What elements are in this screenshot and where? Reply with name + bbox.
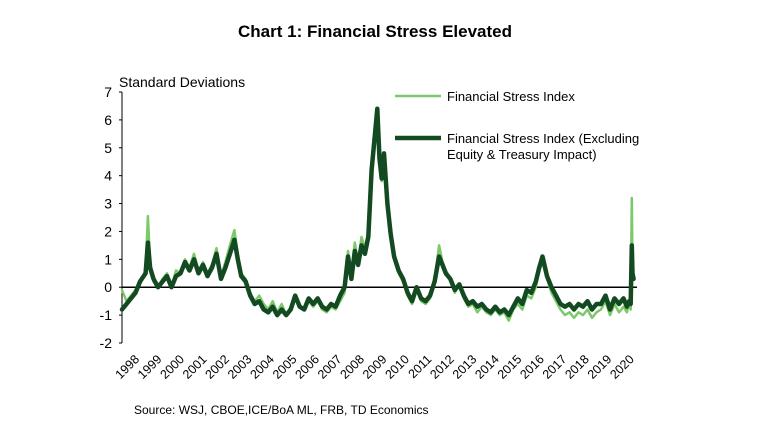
x-tick-label: 2011 [406, 352, 435, 381]
x-tick-label: 2016 [517, 352, 547, 382]
legend-label: Financial Stress Index (Excluding [447, 131, 639, 146]
x-tick-label: 2012 [427, 352, 457, 382]
y-tick-label: 4 [104, 168, 112, 184]
chart-legend: Financial Stress Index Financial Stress I… [395, 89, 639, 162]
x-tick-label: 1999 [135, 352, 165, 382]
x-tick-label: 2009 [360, 352, 390, 382]
x-tick-label: 2007 [315, 352, 345, 382]
chart-title: Chart 1: Financial Stress Elevated [238, 22, 512, 41]
x-tick-label: 2013 [450, 352, 480, 382]
x-tick-label: 2006 [292, 352, 322, 382]
y-tick-label: 6 [104, 112, 112, 128]
x-tick-label: 2018 [562, 352, 592, 382]
y-tick-label: 0 [104, 279, 112, 295]
chart-series-group [119, 106, 636, 322]
x-tick-label: 2005 [270, 352, 300, 382]
y-tick-label: 7 [104, 84, 112, 100]
x-tick-label: 2020 [607, 352, 637, 382]
x-tick-label: 2019 [585, 352, 615, 382]
legend-label: Equity & Treasury Impact) [447, 147, 597, 162]
x-tick-label: 2003 [225, 352, 255, 382]
y-tick-label: 2 [104, 223, 112, 239]
x-tick-label: 2014 [472, 352, 502, 382]
y-tick-label: 5 [104, 140, 112, 156]
y-axis-label: Standard Deviations [119, 74, 245, 90]
y-tick-label: 1 [104, 251, 112, 267]
y-tick-label: 3 [104, 196, 112, 212]
series-line-financial-stress-index-excl [119, 106, 636, 318]
x-tick-label: 2008 [337, 352, 367, 382]
x-tick-label: 2001 [180, 352, 210, 382]
y-tick-label: -1 [100, 307, 113, 323]
legend-label: Financial Stress Index [447, 89, 575, 104]
x-tick-label: 2002 [203, 352, 233, 382]
x-tick-label: 1998 [113, 352, 143, 382]
y-tick-label: -2 [100, 335, 113, 351]
x-tick-label: 2010 [382, 352, 412, 382]
x-tick-label: 2017 [540, 352, 570, 382]
source-note: Source: WSJ, CBOE,ICE/BoA ML, FRB, TD Ec… [134, 403, 429, 417]
x-tick-label: 2004 [247, 352, 277, 382]
x-tick-label: 2015 [495, 352, 525, 382]
x-tick-label: 2000 [158, 352, 188, 382]
